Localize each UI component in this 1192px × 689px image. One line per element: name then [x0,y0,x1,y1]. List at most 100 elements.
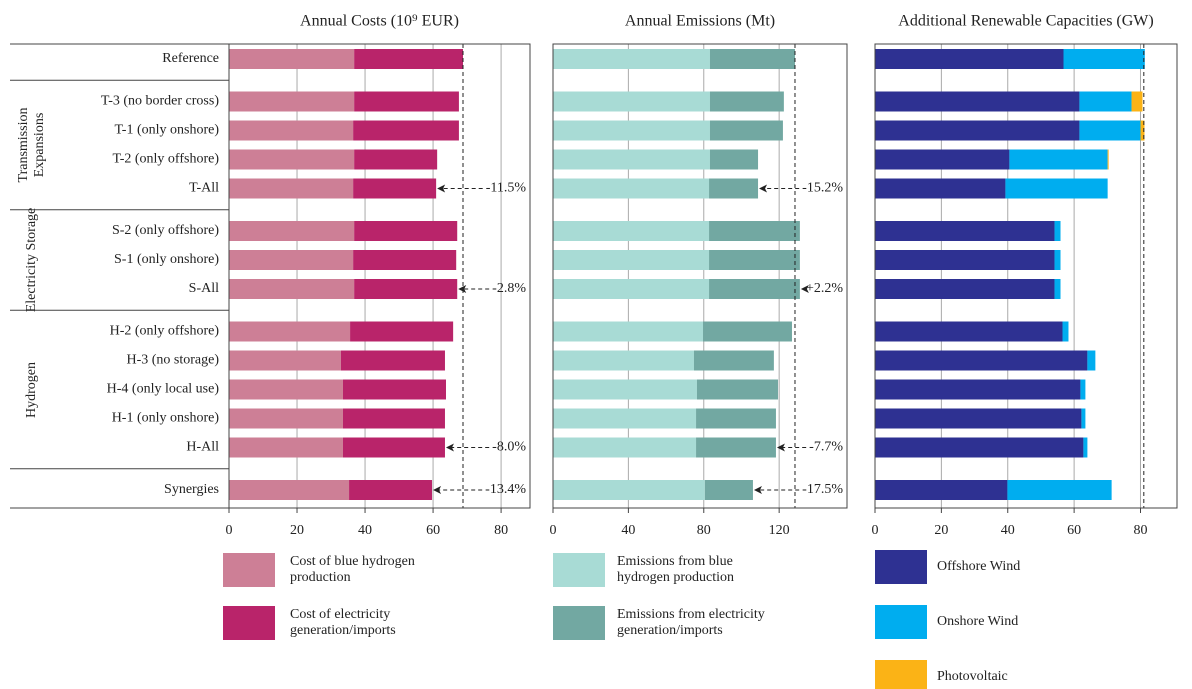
bar-segment [553,120,710,141]
bar-segment [696,437,776,458]
bar-segment [354,49,463,69]
bar-segment [229,408,343,429]
bar-segment [1005,178,1108,199]
bar-segment [553,221,710,241]
group-label: Transmission Expansions [16,107,47,183]
bar-segment [709,149,759,170]
bar-segment [553,321,704,342]
legend-swatch [553,606,605,640]
x-tick-label: 80 [697,523,711,538]
bar-segment [553,91,710,112]
bar-segment [229,437,343,458]
bar-segment [354,149,438,170]
bar-segment [553,379,697,400]
bar-segment [875,91,1080,112]
change-label: -8.0% [492,440,526,455]
row-label: Reference [162,51,219,66]
bar-segment [703,321,792,342]
bar-segment [875,437,1084,458]
bar-segment [229,279,355,299]
bar-segment [875,49,1064,69]
change-label: -13.4% [485,482,526,497]
bar-segment [875,279,1055,299]
bar-segment [1079,120,1141,141]
change-label: -11.5% [486,181,527,196]
bar-segment [349,480,433,500]
bar-segment [229,49,355,69]
bar-segment [1131,91,1143,112]
bar-segment [696,408,776,429]
bar-segment [709,91,784,112]
bar-segment [353,178,437,199]
bar-segment [1140,120,1145,141]
bar-segment [875,221,1055,241]
bar-segment [1107,149,1109,170]
legend-label: Emissions from blue hydrogen production [617,554,735,585]
bar-segment [342,379,446,400]
x-tick-label: 0 [226,523,233,538]
bar-segment [1054,250,1061,270]
bar-segment [553,250,710,270]
bar-segment [1081,408,1086,429]
bar-segment [342,437,445,458]
bar-segment [875,178,1006,199]
x-tick-label: 0 [550,523,557,538]
arrow-head [458,285,467,293]
x-tick-label: 120 [769,523,790,538]
bar-segment [1054,279,1061,299]
bar-segment [1063,49,1145,69]
bar-segment [709,178,759,199]
bar-segment [1007,480,1112,500]
bar-segment [1080,379,1086,400]
legend-label: Offshore Wind [937,559,1021,574]
group-label: Hydrogen [24,361,39,418]
change-label: -17.5% [802,482,843,497]
bar-segment [340,350,445,371]
row-label: T-3 (no border cross) [101,94,219,109]
bar-segment [696,379,779,400]
x-tick-label: 40 [1001,523,1015,538]
legend-label: Cost of blue hydrogen production [290,554,415,585]
arrow-head [437,184,446,193]
row-label: T-1 (only onshore) [115,123,220,138]
legend-label: Cost of electricity generation/imports [290,607,396,638]
bar-segment [553,178,710,199]
bar-segment [350,321,454,342]
panel-frame [228,43,531,509]
bar-segment [354,279,458,299]
x-tick-label: 60 [426,523,440,538]
bar-segment [875,321,1063,342]
bar-segment [229,91,355,112]
legend-swatch [223,606,275,640]
change-label: -15.2% [802,181,843,196]
legend-label: Emissions from electricity generation/im… [617,607,765,638]
row-label: S-1 (only onshore) [114,252,219,267]
x-tick-label: 20 [934,523,948,538]
bar-segment [1054,221,1061,241]
bar-segment [875,379,1081,400]
bar-segment [553,49,710,69]
bar-segment [553,149,710,170]
legend-label: Onshore Wind [937,614,1019,629]
bar-segment [353,120,459,141]
bar-segment [229,120,354,141]
bar-segment [1079,91,1132,112]
bar-segment [354,91,459,112]
x-tick-label: 20 [290,523,304,538]
change-label: -2.8% [492,281,526,296]
x-tick-label: 60 [1067,523,1081,538]
bar-segment [875,480,1008,500]
bar-segment [709,221,800,241]
bar-segment [229,221,355,241]
x-tick-label: 40 [358,523,372,538]
bar-segment [342,408,445,429]
bar-segment [875,250,1055,270]
row-label: H-4 (only local use) [107,382,220,397]
row-label: H-2 (only offshore) [110,324,220,339]
bar-segment [229,178,354,199]
x-tick-label: 0 [872,523,879,538]
bar-segment [553,279,710,299]
bar-segment [709,120,783,141]
x-tick-label: 40 [621,523,635,538]
